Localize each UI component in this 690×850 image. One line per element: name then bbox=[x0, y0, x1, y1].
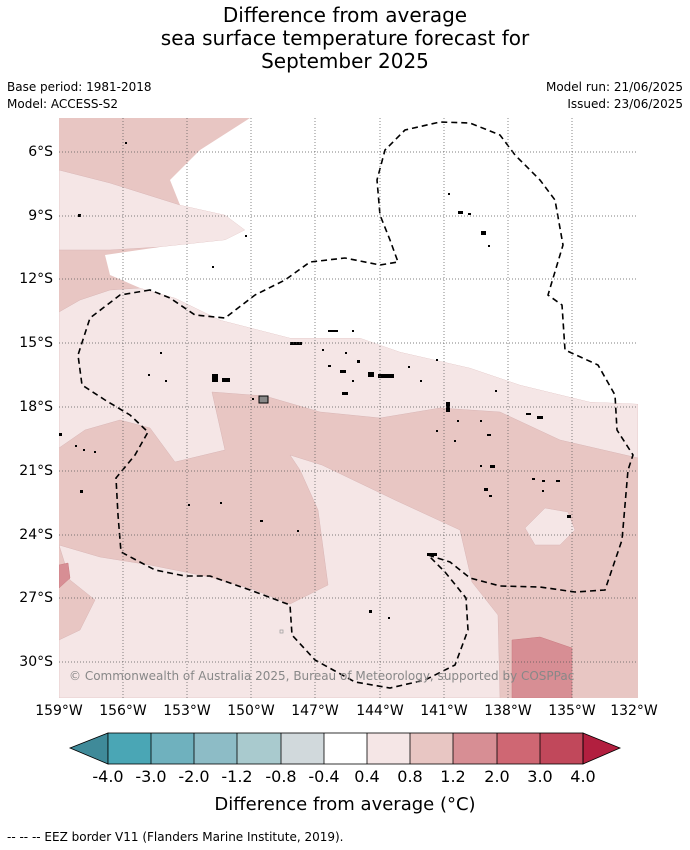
colorbar-tick-label: -4.0 bbox=[92, 767, 124, 786]
lat-label: 9°S bbox=[28, 208, 53, 224]
lat-label: 6°S bbox=[28, 144, 53, 160]
sst-anomaly-map bbox=[59, 118, 638, 698]
colorbar-tick-label: 4.0 bbox=[570, 767, 596, 786]
colorbar-bin-7 bbox=[367, 733, 410, 764]
colorbar-tick-label: -1.2 bbox=[221, 767, 253, 786]
chart-title: Difference from average sea surface temp… bbox=[0, 4, 690, 73]
colorbar-bin-1 bbox=[108, 733, 151, 764]
colorbar-bin-9 bbox=[453, 733, 497, 764]
colorbar-bin-6 bbox=[324, 733, 367, 764]
anomaly-region-neutral bbox=[105, 118, 638, 404]
title-line-3: September 2025 bbox=[261, 49, 429, 73]
colorbar-title: Difference from average (°C) bbox=[214, 794, 476, 815]
lon-label: 150°W bbox=[227, 703, 275, 719]
lon-label: 144°W bbox=[356, 703, 404, 719]
lat-label: 21°S bbox=[19, 463, 53, 479]
colorbar-tick-label: 1.2 bbox=[440, 767, 466, 786]
eez-border bbox=[77, 121, 634, 689]
colorbar-bin-5 bbox=[281, 733, 324, 764]
eez-legend-note: -- -- -- EEZ border V11 (Flanders Marine… bbox=[7, 830, 344, 844]
map-grid bbox=[59, 118, 638, 698]
lat-label: 15°S bbox=[19, 335, 53, 351]
model-run: Model run: 21/06/2025 bbox=[545, 80, 683, 94]
anomaly-region-0.4-0.8-east bbox=[524, 507, 576, 546]
meta-left: Base period: 1981-2018 Model: ACCESS-S2 bbox=[7, 79, 152, 113]
lat-label: 30°S bbox=[19, 654, 53, 670]
title-line-2: sea surface temperature forecast for bbox=[160, 26, 530, 50]
issued-date: Issued: 23/06/2025 bbox=[567, 97, 683, 111]
lat-label: 18°S bbox=[19, 399, 53, 415]
lon-label: 159°W bbox=[35, 703, 83, 719]
colorbar-bin-10 bbox=[497, 733, 540, 764]
lon-label: 147°W bbox=[291, 703, 339, 719]
anomaly-region-0.4-0.8-south bbox=[59, 454, 501, 698]
lon-label: 141°W bbox=[420, 703, 468, 719]
colorbar-extend-low bbox=[68, 732, 109, 765]
colorbar bbox=[68, 732, 622, 765]
copyright-notice: © Commonwealth of Australia 2025, Bureau… bbox=[69, 669, 575, 683]
colorbar-tick-label: -3.0 bbox=[135, 767, 167, 786]
title-line-1: Difference from average bbox=[222, 3, 468, 27]
base-period: Base period: 1981-2018 bbox=[7, 80, 152, 94]
model-name: Model: ACCESS-S2 bbox=[7, 97, 119, 111]
colorbar-bin-11 bbox=[540, 733, 583, 764]
meta-right: Model run: 21/06/2025 Issued: 23/06/2025 bbox=[546, 79, 683, 113]
colorbar-tick-label: 0.8 bbox=[397, 767, 423, 786]
colorbar-tick-label: 3.0 bbox=[527, 767, 553, 786]
islands bbox=[59, 142, 571, 634]
colorbar-bin-2 bbox=[151, 733, 194, 764]
anomaly-region-1.2-2.0-southeast bbox=[511, 636, 573, 698]
lat-label: 12°S bbox=[19, 271, 53, 287]
lon-label: 138°W bbox=[484, 703, 532, 719]
lon-label: 156°W bbox=[99, 703, 147, 719]
colorbar-bin-3 bbox=[194, 733, 237, 764]
colorbar-bin-8 bbox=[410, 733, 453, 764]
colorbar-tick-label: 0.4 bbox=[354, 767, 380, 786]
anomaly-region-1.2-2.0-west bbox=[59, 562, 71, 589]
lat-label: 27°S bbox=[19, 590, 53, 606]
lon-label: 153°W bbox=[163, 703, 211, 719]
colorbar-tick-label: -0.8 bbox=[265, 767, 297, 786]
lon-label: 135°W bbox=[548, 703, 596, 719]
lat-label: 24°S bbox=[19, 527, 53, 543]
colorbar-tick-label: -2.0 bbox=[178, 767, 210, 786]
lon-label: 132°W bbox=[610, 703, 658, 719]
colorbar-extend-high bbox=[582, 732, 622, 765]
colorbar-bin-4 bbox=[237, 733, 281, 764]
colorbar-tick-label: -0.4 bbox=[308, 767, 340, 786]
colorbar-tick-label: 2.0 bbox=[484, 767, 510, 786]
